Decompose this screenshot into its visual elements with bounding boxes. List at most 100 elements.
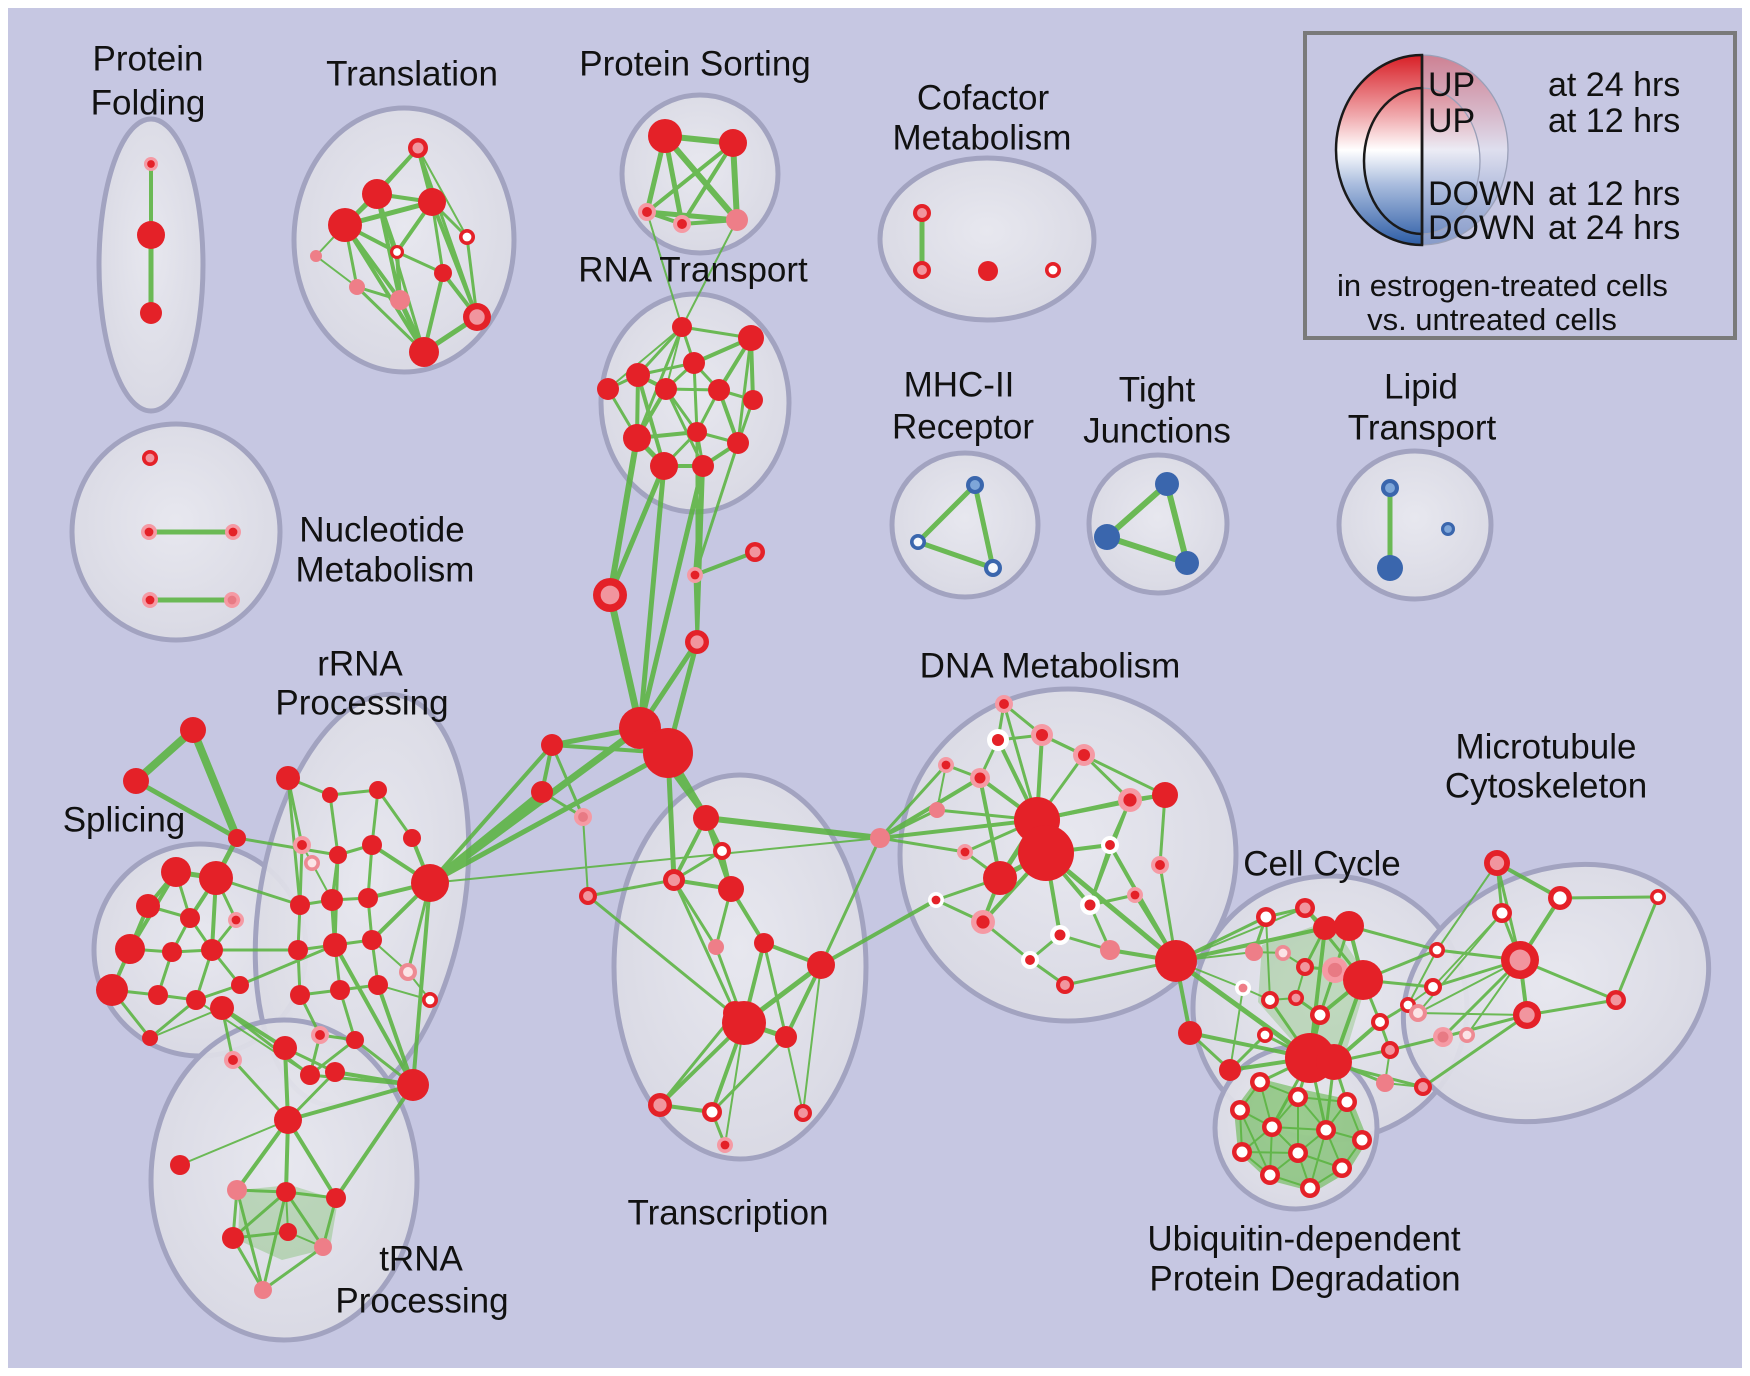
gene-node-core [988, 563, 998, 573]
gene-node [300, 1065, 320, 1085]
interaction-edge [286, 1083, 415, 1122]
cluster-ellipse-cofactor-metabolism [877, 155, 1097, 323]
interaction-edge [785, 1036, 804, 1114]
gene-node [409, 337, 439, 367]
cluster-label-protein-sorting: Protein Sorting [579, 44, 811, 83]
gene-node-core [1519, 1007, 1535, 1023]
gene-node-core [1234, 1104, 1246, 1116]
interaction-edge [1104, 534, 1190, 566]
interaction-edge [1229, 987, 1244, 1071]
interaction-edge [179, 1119, 289, 1166]
gene-node-core [231, 915, 241, 925]
gene-node-core [1292, 1091, 1304, 1103]
gene-node-core [690, 635, 704, 649]
gene-node-core [917, 265, 927, 275]
gene-node [330, 980, 350, 1000]
gene-node-core [1060, 980, 1070, 990]
gene-node [186, 990, 206, 1010]
gene-node [369, 781, 387, 799]
interaction-edge [417, 147, 468, 238]
cluster-label-cell-cycle: Cell Cycle [1243, 844, 1401, 883]
cluster-ellipse-microtubule-cytoskeleton [1400, 861, 1712, 1125]
cluster-label-trna-processing: Processing [335, 1281, 508, 1320]
gene-node-core [798, 1108, 808, 1118]
gene-node-core [913, 537, 923, 547]
gene-node [978, 261, 998, 281]
gene-node [692, 455, 714, 477]
cluster-label-mhc-ii-receptor: Receptor [892, 407, 1034, 446]
gene-node [541, 734, 563, 756]
interaction-edge [235, 1118, 290, 1192]
interaction-edge [1040, 733, 1167, 797]
interaction-edge [428, 743, 554, 885]
gene-node-core [999, 699, 1009, 709]
gene-node [358, 888, 378, 908]
gene-node [1018, 825, 1074, 881]
gene-node-core [1130, 890, 1140, 900]
interaction-edge [261, 1190, 288, 1292]
gene-node [708, 939, 724, 955]
interaction-edge [315, 255, 358, 288]
cluster-label-rrna-processing: rRNA [317, 644, 403, 683]
interaction-edge [693, 441, 740, 577]
interaction-edge [736, 336, 753, 445]
gene-node [655, 378, 677, 400]
interaction-edge [430, 200, 479, 319]
interaction-edge [692, 361, 699, 434]
gene-node [362, 930, 382, 950]
gene-node [276, 766, 300, 790]
gene-node-core [1300, 962, 1310, 972]
gene-node-core [991, 733, 1005, 747]
gene-node-core [1444, 525, 1452, 533]
interaction-edge [607, 463, 667, 598]
interaction-edge [672, 878, 737, 1015]
interaction-edge [220, 1006, 287, 1050]
gene-node [648, 119, 682, 153]
gene-node [719, 129, 747, 157]
gene-node-core [1278, 948, 1288, 958]
legend-graphic [1303, 31, 1737, 340]
gene-node-core [1238, 983, 1248, 993]
gene-node [418, 188, 446, 216]
interaction-edge [231, 1190, 288, 1240]
gene-node [870, 828, 890, 848]
label-layer: Protein Folding Translation Protein Sorting… [63, 39, 1647, 1320]
cluster-label-rrna-processing: Processing [275, 683, 448, 722]
gene-node [180, 717, 206, 743]
gene-node [1316, 1044, 1352, 1080]
gene-node-core [1327, 962, 1343, 978]
gene-node-core [1356, 1134, 1368, 1146]
gene-node [140, 302, 162, 324]
gene-node [199, 861, 233, 895]
gene-node [929, 802, 945, 818]
cluster-label-trna-processing: tRNA [379, 1239, 463, 1278]
gene-node [726, 209, 748, 231]
gene-node [148, 985, 168, 1005]
interaction-edge [411, 881, 432, 1087]
interaction-edge [376, 788, 414, 840]
gene-node [346, 1031, 364, 1049]
node-layer [96, 119, 1666, 1299]
gene-node-core [1432, 945, 1442, 955]
gene-node-core [1375, 1017, 1385, 1027]
gene-node [743, 390, 763, 410]
gene-node-core [1509, 949, 1531, 971]
interaction-edge [238, 943, 337, 987]
gene-node [983, 861, 1017, 895]
gene-node-core [749, 546, 761, 558]
gene-node [115, 934, 145, 964]
interaction-edge [586, 878, 676, 898]
gene-node-core [1462, 1030, 1472, 1040]
gene-node [310, 250, 322, 262]
gene-node-core [144, 527, 154, 537]
gene-node [326, 1188, 346, 1208]
gene-node-core [1496, 907, 1508, 919]
gene-node [1178, 1021, 1202, 1045]
interaction-edge [607, 435, 640, 598]
gene-node [274, 1106, 302, 1134]
gene-node [650, 452, 678, 480]
gene-node [403, 829, 421, 847]
gene-node [775, 1026, 797, 1048]
gene-node [290, 985, 310, 1005]
interaction-edge [334, 1083, 415, 1200]
